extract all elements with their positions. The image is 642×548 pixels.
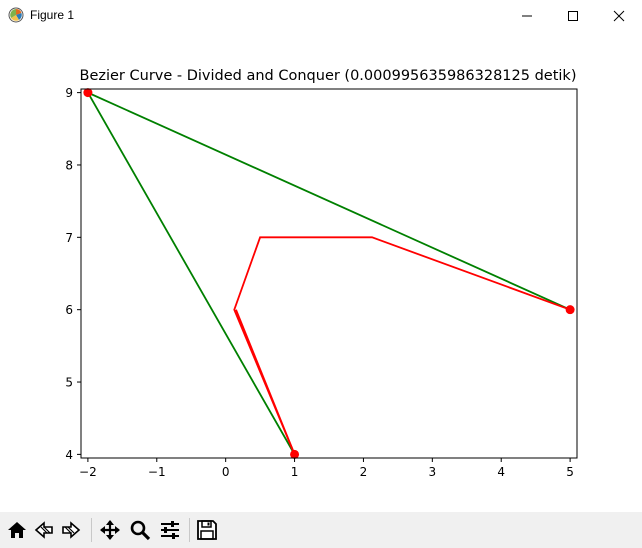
x-tick-label: 4 <box>497 465 505 479</box>
control-point-marker <box>83 88 93 98</box>
y-tick-label: 5 <box>65 376 73 390</box>
home-button[interactable] <box>4 517 30 543</box>
series-line-1 <box>233 236 571 455</box>
home-icon <box>8 522 26 538</box>
maximize-icon <box>568 10 578 21</box>
back-icon <box>34 521 53 539</box>
control-point-marker <box>565 305 575 315</box>
x-tick-label: 5 <box>566 465 574 479</box>
x-tick-label: −1 <box>148 465 166 479</box>
series-line-0 <box>85 90 571 455</box>
x-tick-label: −2 <box>79 465 97 479</box>
zoom-icon <box>130 520 151 541</box>
pan-button[interactable] <box>97 517 123 543</box>
minimize-icon <box>522 15 532 16</box>
x-tick-label: 3 <box>429 465 437 479</box>
axes-frame <box>80 88 578 459</box>
forward-button[interactable] <box>58 517 84 543</box>
toolbar-separator <box>91 518 92 542</box>
x-tick-label: 0 <box>222 465 230 479</box>
series-layer <box>83 88 575 459</box>
close-button[interactable] <box>596 0 642 31</box>
x-tick-label: 2 <box>360 465 368 479</box>
back-button[interactable] <box>31 517 57 543</box>
minimize-button[interactable] <box>504 0 550 31</box>
save-icon <box>197 520 217 540</box>
y-tick-label: 4 <box>65 448 73 462</box>
series-line-2 <box>235 309 296 455</box>
y-tick-label: 9 <box>65 86 73 100</box>
window-title: Figure 1 <box>30 8 75 22</box>
y-tick-label: 7 <box>65 231 73 245</box>
control-point-marker <box>290 449 300 459</box>
x-tick-label: 1 <box>291 465 299 479</box>
window-titlebar: Figure 1 <box>0 0 642 31</box>
close-icon <box>613 10 625 21</box>
zoom-button[interactable] <box>127 517 153 543</box>
configure-subplots-button[interactable] <box>157 517 183 543</box>
toolbar-separator <box>189 518 190 542</box>
bezier-chart: Bezier Curve - Divided and Conquer (0.00… <box>65 68 578 479</box>
configure-subplots-icon <box>161 521 179 539</box>
save-button[interactable] <box>194 517 220 543</box>
forward-icon <box>62 521 81 539</box>
matplotlib-app-icon <box>8 7 24 23</box>
x-axis-ticks: −2 −1 0 1 2 3 4 5 <box>79 458 574 479</box>
navigation-toolbar <box>0 512 642 548</box>
y-tick-label: 6 <box>65 303 73 317</box>
y-tick-label: 8 <box>65 158 73 172</box>
chart-title: Bezier Curve - Divided and Conquer (0.00… <box>80 68 577 84</box>
maximize-button[interactable] <box>550 0 596 31</box>
y-axis-ticks: 4 5 6 7 8 9 <box>65 86 81 462</box>
pan-icon <box>100 520 120 540</box>
figure-canvas[interactable]: Bezier Curve - Divided and Conquer (0.00… <box>0 31 642 512</box>
